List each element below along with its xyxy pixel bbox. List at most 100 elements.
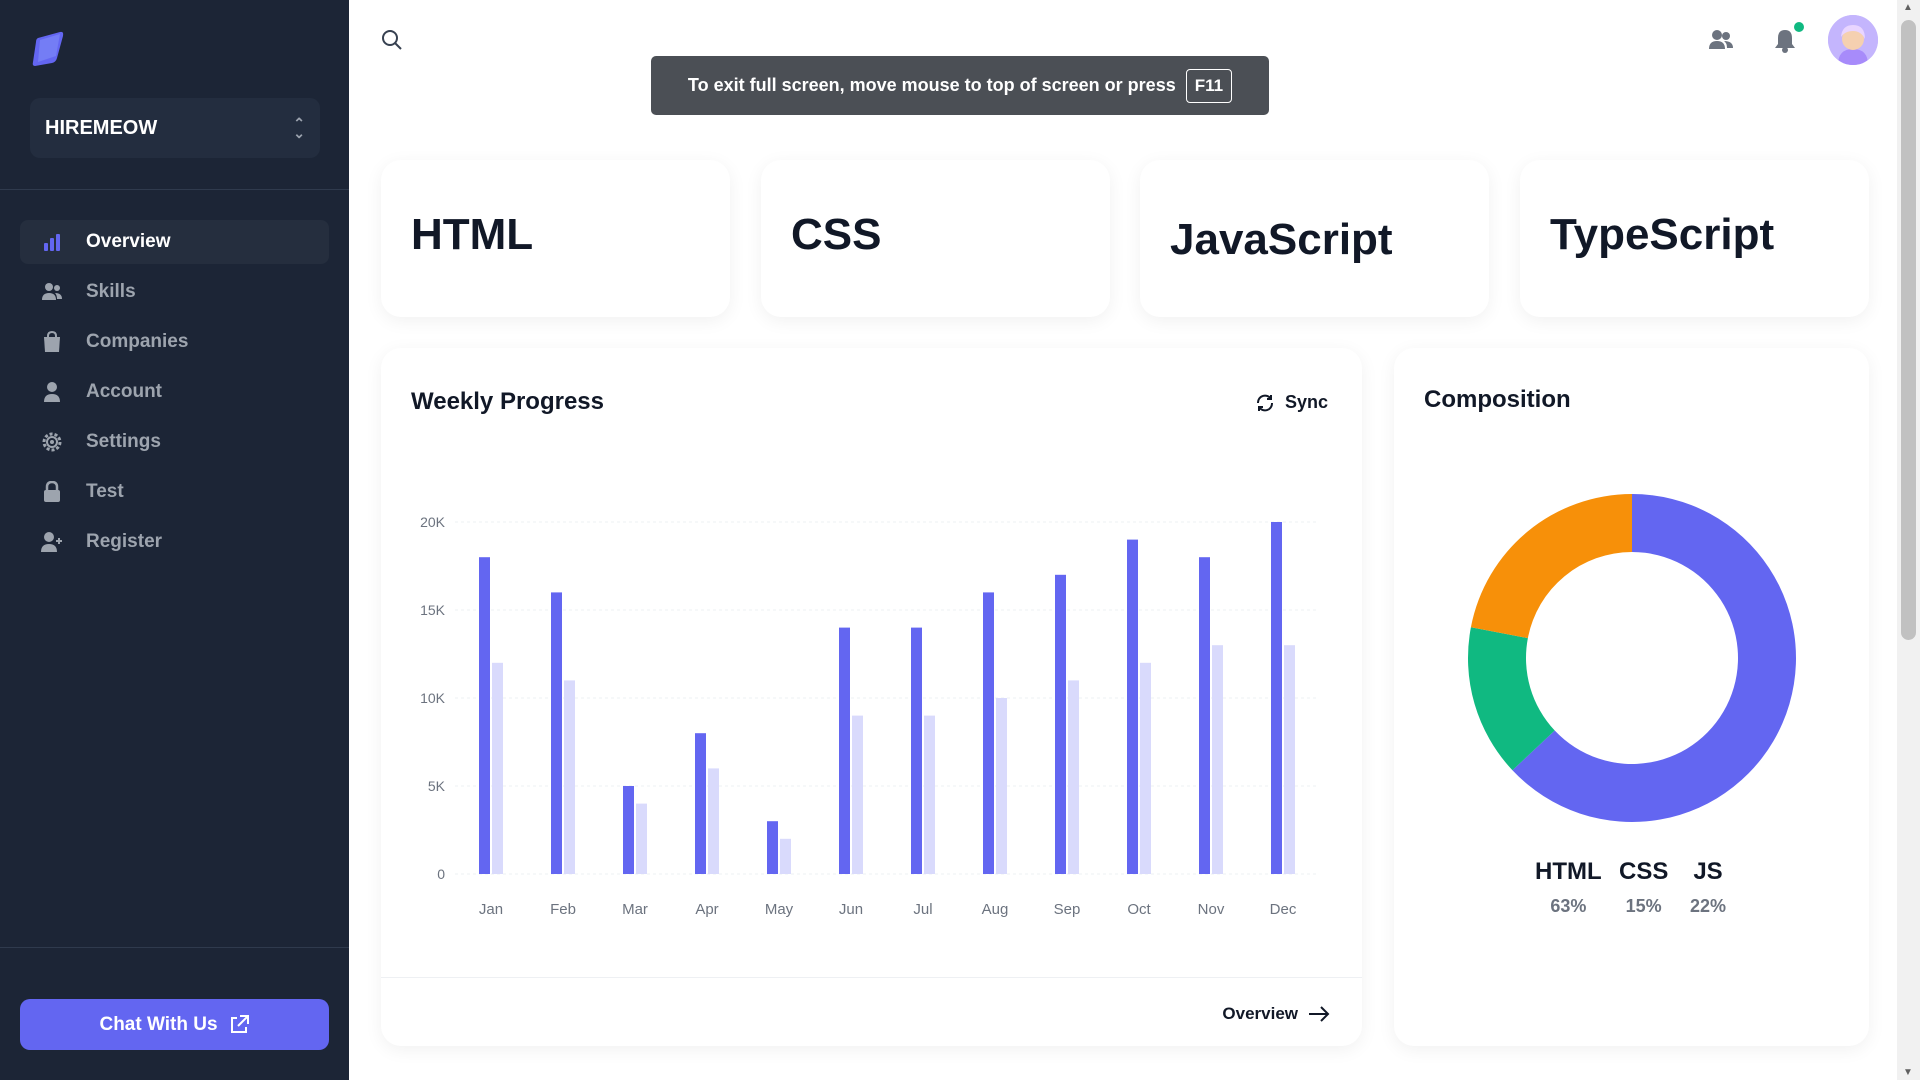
fullscreen-notice-text: To exit full screen, move mouse to top o… (687, 75, 1176, 95)
fullscreen-notice: To exit full screen, move mouse to top o… (651, 56, 1269, 115)
x-tick-label: Jun (839, 901, 863, 918)
lock-icon (40, 480, 64, 504)
sidebar-item-settings[interactable]: Settings (20, 420, 329, 464)
skill-card-javascript[interactable]: JavaScript (1140, 160, 1489, 317)
scroll-down-arrow-icon[interactable]: ▼ (1903, 1067, 1913, 1078)
donut-slice-html (1512, 494, 1796, 822)
x-tick-label: Jul (913, 901, 932, 918)
bar (924, 715, 935, 874)
logo-icon[interactable] (30, 28, 70, 68)
contacts-icon[interactable] (1708, 28, 1734, 52)
bar (1212, 645, 1223, 874)
chat-with-us-button[interactable]: Chat With Us (20, 999, 329, 1050)
x-tick-label: Feb (550, 901, 576, 918)
weekly-progress-chart: 0 5K 10K 15K 20K Jan Feb Mar Apr May Jun Jul Aug Sep O… (420, 514, 1319, 918)
y-tick-label: 20K (420, 514, 446, 530)
sidebar-item-label: Account (86, 381, 162, 402)
sidebar-item-companies[interactable]: Companies (20, 320, 329, 364)
x-tick-label: Dec (1270, 901, 1297, 918)
bar (636, 803, 647, 874)
sidebar-item-skills[interactable]: Skills (20, 270, 329, 314)
x-tick-label: Apr (695, 901, 718, 918)
bar (996, 698, 1007, 874)
composition-title: Composition (1424, 386, 1571, 413)
y-tick-label: 15K (420, 602, 446, 618)
legend-item-html: HTML 63% (1535, 858, 1602, 917)
bar (839, 627, 850, 874)
bar (1127, 539, 1138, 874)
scrollbar-thumb[interactable] (1901, 20, 1916, 640)
bar (551, 592, 562, 874)
sidebar-item-label: Register (86, 531, 163, 552)
bell-icon[interactable] (1773, 28, 1797, 54)
bar (492, 662, 503, 874)
page-scrollbar[interactable]: ▲ ▼ (1897, 0, 1920, 1080)
sidebar: HIREMEOW ⌃ ⌄ Overview Skills Companies (0, 0, 349, 1080)
overview-link-label: Overview (1222, 1004, 1298, 1023)
bar (479, 557, 490, 874)
sidebar-item-label: Settings (86, 431, 161, 452)
search-icon[interactable] (380, 28, 404, 52)
avatar-image (1828, 15, 1878, 65)
gear-icon (40, 430, 64, 454)
workspace-name: HIREMEOW (45, 116, 158, 139)
users-icon (40, 280, 64, 304)
bar (780, 838, 791, 874)
sidebar-item-overview[interactable]: Overview (20, 220, 329, 264)
legend-item-js: JS 22% (1690, 858, 1726, 917)
skill-card-typescript[interactable]: TypeScript (1520, 160, 1869, 317)
x-tick-label: Mar (622, 901, 648, 918)
x-tick-label: May (765, 901, 794, 918)
sync-label: Sync (1284, 392, 1328, 412)
bar (708, 768, 719, 874)
bar (1199, 557, 1210, 874)
weekly-progress-card: Weekly Progress Sync 0 5K 10K 15K 20K Jan Feb M… (381, 348, 1362, 1046)
weekly-progress-title: Weekly Progress (411, 388, 604, 415)
sidebar-item-account[interactable]: Account (20, 370, 329, 414)
legend-label: JS (1693, 858, 1723, 885)
skill-card-title: CSS (791, 210, 882, 259)
skill-card-html[interactable]: HTML (381, 160, 730, 317)
composition-card: Composition (1394, 348, 1869, 1046)
fullscreen-key: F11 (1185, 68, 1233, 103)
skill-card-title: HTML (411, 210, 534, 259)
bar (1055, 574, 1066, 874)
sidebar-item-label: Overview (86, 231, 171, 252)
legend-percent: 22% (1690, 896, 1727, 916)
bar-chart-icon (40, 230, 64, 254)
sync-button[interactable]: Sync (1255, 392, 1328, 413)
legend-label: CSS (1619, 858, 1669, 885)
sidebar-item-label: Companies (86, 331, 189, 352)
bar (852, 715, 863, 874)
user-plus-icon (40, 530, 64, 554)
x-tick-label: Sep (1054, 901, 1081, 918)
workspace-selector[interactable]: HIREMEOW ⌃ ⌄ (30, 98, 320, 158)
x-tick-label: Aug (982, 901, 1009, 918)
sidebar-item-label: Skills (86, 281, 136, 302)
refresh-icon (1256, 394, 1273, 411)
sidebar-item-label: Test (86, 481, 124, 502)
scroll-up-arrow-icon[interactable]: ▲ (1903, 2, 1913, 13)
card-footer-divider (381, 977, 1362, 978)
skill-card-css[interactable]: CSS (761, 160, 1110, 317)
skill-card-title: TypeScript (1550, 210, 1775, 259)
bar (695, 733, 706, 874)
donut-slice-css (1468, 627, 1555, 771)
bar (1271, 522, 1282, 874)
sidebar-divider (0, 189, 349, 190)
skill-card-title: JavaScript (1170, 215, 1393, 264)
legend-item-css: CSS 15% (1619, 858, 1668, 917)
bar (623, 786, 634, 874)
sidebar-divider (0, 947, 349, 948)
notification-dot (1794, 22, 1804, 32)
overview-link[interactable]: Overview (1222, 1004, 1330, 1024)
bar (1140, 662, 1151, 874)
sidebar-item-test[interactable]: Test (20, 470, 329, 514)
x-tick-label: Nov (1198, 901, 1225, 918)
avatar[interactable] (1828, 15, 1878, 65)
bar (767, 821, 778, 874)
sidebar-item-register[interactable]: Register (20, 520, 329, 564)
chat-button-label: Chat With Us (99, 1013, 218, 1035)
composition-donut-chart (1468, 494, 1796, 822)
arrow-right-icon (1309, 1006, 1330, 1022)
